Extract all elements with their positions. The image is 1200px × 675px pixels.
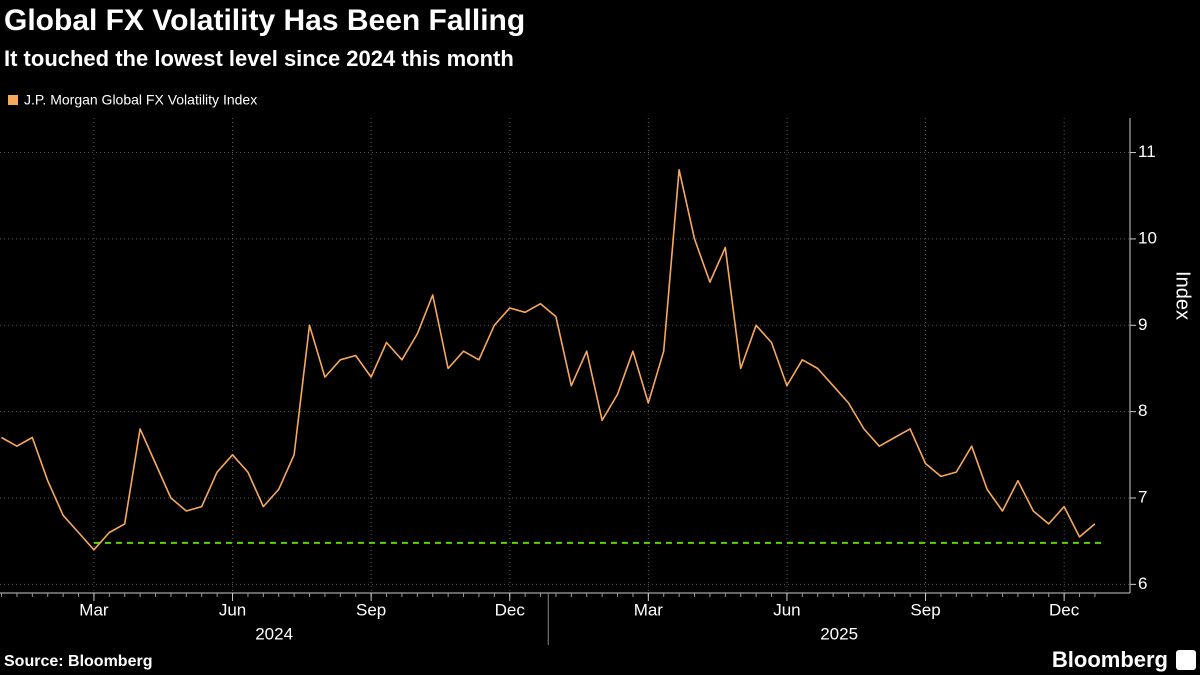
x-tick-label: Sep <box>356 600 386 619</box>
brand: Bloomberg <box>1052 647 1168 672</box>
year-label: 2025 <box>820 624 858 643</box>
y-tick-label: 8 <box>1138 401 1147 420</box>
year-label: 2024 <box>255 624 293 643</box>
y-tick-label: 9 <box>1138 315 1147 334</box>
brand-icon <box>1176 650 1196 670</box>
series-line <box>1 169 1096 551</box>
source: Source: Bloomberg <box>4 653 152 670</box>
y-axis-label: Index <box>1172 271 1194 320</box>
legend-swatch <box>8 95 18 105</box>
x-tick-label: Dec <box>1049 600 1080 619</box>
x-tick-label: Mar <box>634 600 664 619</box>
y-tick-label: 6 <box>1138 574 1147 593</box>
x-tick-label: Mar <box>79 600 109 619</box>
legend-label: J.P. Morgan Global FX Volatility Index <box>24 92 257 108</box>
y-tick-label: 7 <box>1138 487 1147 506</box>
x-tick-label: Jun <box>773 600 800 619</box>
x-tick-label: Sep <box>910 600 940 619</box>
x-tick-label: Dec <box>495 600 526 619</box>
chart-title: Global FX Volatility Has Been Falling <box>4 4 525 37</box>
y-tick-label: 11 <box>1138 142 1156 161</box>
chart-subtitle: It touched the lowest level since 2024 t… <box>4 46 514 71</box>
y-tick-label: 10 <box>1138 228 1157 247</box>
x-tick-label: Jun <box>219 600 246 619</box>
